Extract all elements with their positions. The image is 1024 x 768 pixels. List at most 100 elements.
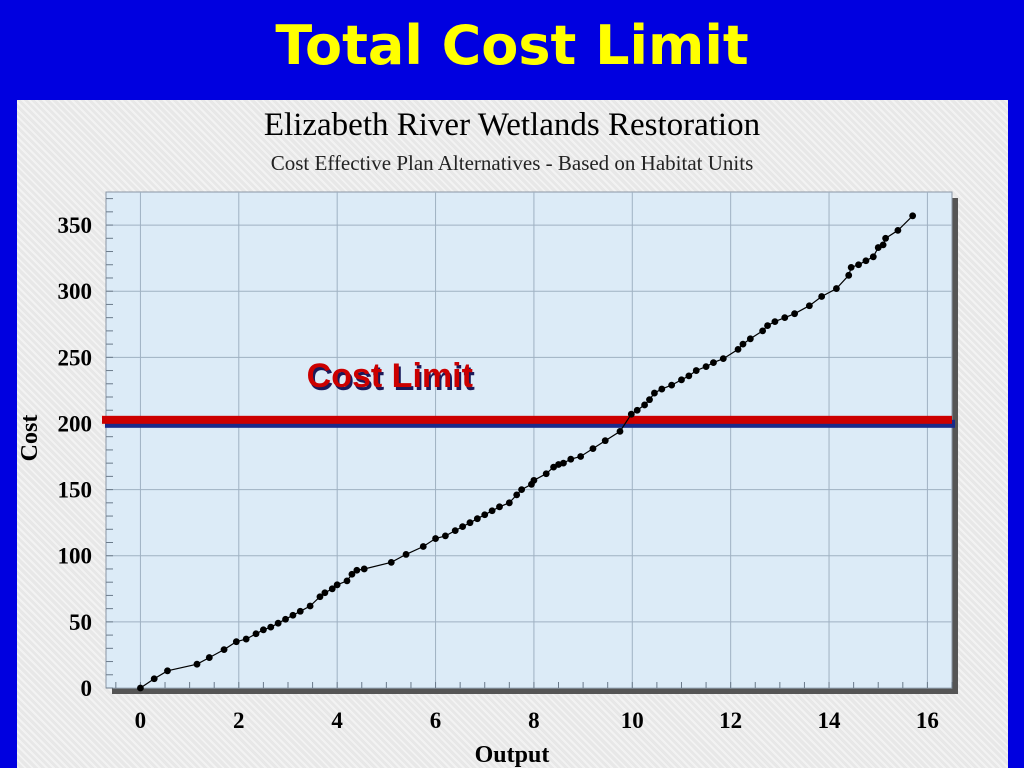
data-point [894, 226, 902, 234]
data-point [692, 367, 700, 374]
cost-limit-line [102, 415, 952, 424]
y-tick-label: 0 [81, 676, 93, 701]
y-tick-label: 150 [58, 478, 93, 503]
y-tick-label: 50 [69, 610, 92, 635]
data-point [296, 607, 304, 615]
data-point [869, 253, 877, 261]
y-axis-label: Cost [17, 415, 43, 462]
x-tick-label: 12 [719, 708, 742, 733]
data-point [879, 241, 887, 249]
data-point [518, 486, 526, 493]
y-tick-label: 100 [58, 544, 93, 569]
data-point [164, 667, 171, 675]
data-point [496, 503, 503, 511]
x-tick-label: 14 [818, 708, 842, 733]
data-point [781, 314, 789, 322]
data-point [353, 566, 361, 574]
plot-area [105, 191, 953, 689]
chart-panel: Elizabeth River Wetlands Restoration Cos… [17, 100, 1008, 768]
x-tick-label: 16 [916, 708, 939, 733]
slide-title: Total Cost Limit [275, 14, 749, 77]
data-point [348, 570, 356, 578]
data-point [259, 626, 267, 634]
data-point [193, 660, 201, 668]
data-point [316, 593, 324, 601]
data-point [651, 389, 658, 397]
x-tick-labels: 0 2 4 6 8 10 12 14 16 [135, 708, 939, 733]
data-point [513, 491, 521, 499]
data-point [909, 212, 917, 220]
data-point [432, 535, 439, 542]
data-point [242, 635, 250, 643]
data-point [282, 615, 289, 623]
series-layer [137, 212, 917, 692]
y-tick-label: 200 [58, 411, 93, 436]
data-point [451, 527, 459, 535]
chart-subtitle: Cost Effective Plan Alternatives - Based… [271, 151, 754, 175]
data-point [333, 581, 341, 589]
data-point [627, 410, 635, 418]
data-point [702, 363, 710, 370]
data-point [473, 515, 481, 523]
data-point [542, 470, 550, 478]
data-point [862, 257, 870, 265]
data-point [791, 310, 799, 318]
x-tick-label: 10 [621, 708, 644, 733]
data-point [232, 638, 240, 646]
data-point [882, 234, 889, 242]
data-point [267, 623, 275, 631]
chart-svg: Elizabeth River Wetlands Restoration Cos… [17, 107, 958, 768]
data-point [205, 654, 213, 661]
data-point [481, 511, 489, 519]
data-point [387, 558, 395, 566]
data-point [530, 476, 538, 484]
cost-limit-label: Cost Limit [307, 357, 473, 395]
data-point [360, 565, 368, 573]
y-tick-labels: 0 50 100 150 200 250 300 350 [58, 213, 93, 701]
y-tick-label: 350 [58, 213, 93, 238]
data-point [466, 519, 474, 527]
data-point [759, 327, 767, 335]
data-point [771, 318, 779, 326]
minor-ticks [106, 198, 953, 689]
data-point [678, 376, 685, 384]
data-point [150, 675, 158, 683]
data-point [567, 455, 575, 463]
data-point [328, 585, 336, 593]
data-point [719, 355, 727, 363]
data-point [833, 285, 840, 292]
x-tick-label: 8 [528, 708, 540, 733]
x-tick-label: 6 [430, 708, 442, 733]
data-point [847, 263, 855, 271]
data-point [616, 428, 624, 435]
data-point [641, 401, 648, 409]
data-point [685, 372, 693, 380]
data-point [668, 381, 676, 389]
data-point [419, 543, 427, 550]
data-point [710, 359, 717, 367]
cost-limit-label-shadow: Cost Limit [309, 360, 475, 398]
data-point [220, 646, 228, 654]
data-point [441, 532, 449, 540]
data-point [658, 385, 666, 393]
y-tick-label: 300 [58, 279, 93, 304]
data-point [488, 507, 496, 515]
data-point [505, 499, 513, 507]
data-point [589, 445, 597, 452]
data-point [818, 293, 826, 300]
data-point [274, 619, 282, 627]
data-point [601, 437, 609, 445]
x-tick-label: 2 [233, 708, 245, 733]
data-point [289, 611, 297, 619]
chart-title: Elizabeth River Wetlands Restoration [264, 107, 760, 143]
data-point [646, 396, 653, 404]
data-point [764, 322, 771, 329]
x-tick-label: 4 [331, 708, 343, 733]
data-point [746, 335, 754, 343]
data-point [739, 340, 747, 348]
data-point [459, 523, 466, 531]
data-point [633, 406, 641, 414]
data-point [805, 302, 813, 310]
data-point [252, 630, 260, 638]
x-tick-label: 0 [135, 708, 147, 733]
